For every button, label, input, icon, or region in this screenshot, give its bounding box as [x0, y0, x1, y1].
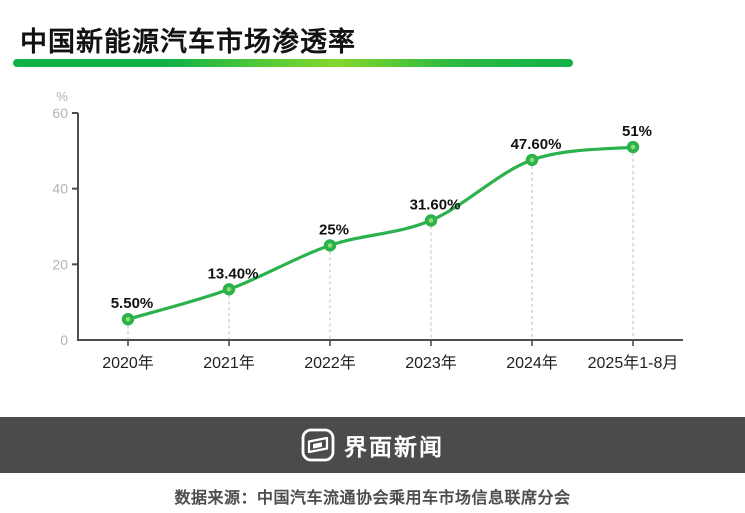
data-label: 31.60% — [410, 196, 461, 213]
x-tick-label: 2020年 — [102, 354, 154, 372]
data-label: 51% — [622, 123, 652, 140]
x-tick-label: 2021年 — [203, 354, 255, 372]
jiemian-logo-icon — [301, 428, 335, 462]
y-tick-label: 60 — [52, 105, 68, 121]
data-point-highlight — [226, 287, 232, 292]
data-source-text: 数据来源：中国汽车流通协会乘用车市场信息联席分会 — [174, 490, 571, 507]
y-tick-label: 20 — [52, 256, 68, 272]
title-underline — [13, 59, 573, 67]
brand-name: 界面新闻 — [344, 434, 444, 460]
x-tick-label: 2025年1-8月 — [588, 354, 679, 372]
data-point-highlight — [428, 218, 434, 223]
data-point-highlight — [327, 243, 333, 248]
data-label: 47.60% — [511, 136, 562, 153]
penetration-line-chart: 0 20 40 60% 2020年 2021年 2022年 2023年 2024年 2025年1-… — [52, 89, 683, 372]
data-label: 13.40% — [208, 265, 259, 282]
page-title: 中国新能源汽车市场渗透率 — [20, 27, 356, 57]
data-label: 5.50% — [111, 295, 154, 312]
x-tick-label: 2023年 — [405, 354, 457, 372]
data-label: 25% — [319, 221, 349, 238]
brand-banner: 界面新闻 — [0, 417, 745, 473]
y-axis-unit-label: % — [56, 89, 68, 104]
data-point-highlight — [630, 144, 636, 150]
x-tick-label: 2022年 — [304, 354, 356, 372]
y-tick-label: 40 — [52, 181, 68, 197]
x-tick-label: 2024年 — [506, 354, 558, 372]
penetration-line — [126, 145, 635, 321]
data-point-highlight — [125, 316, 131, 322]
data-point-highlight — [529, 157, 535, 163]
y-tick-label: 0 — [60, 332, 68, 348]
